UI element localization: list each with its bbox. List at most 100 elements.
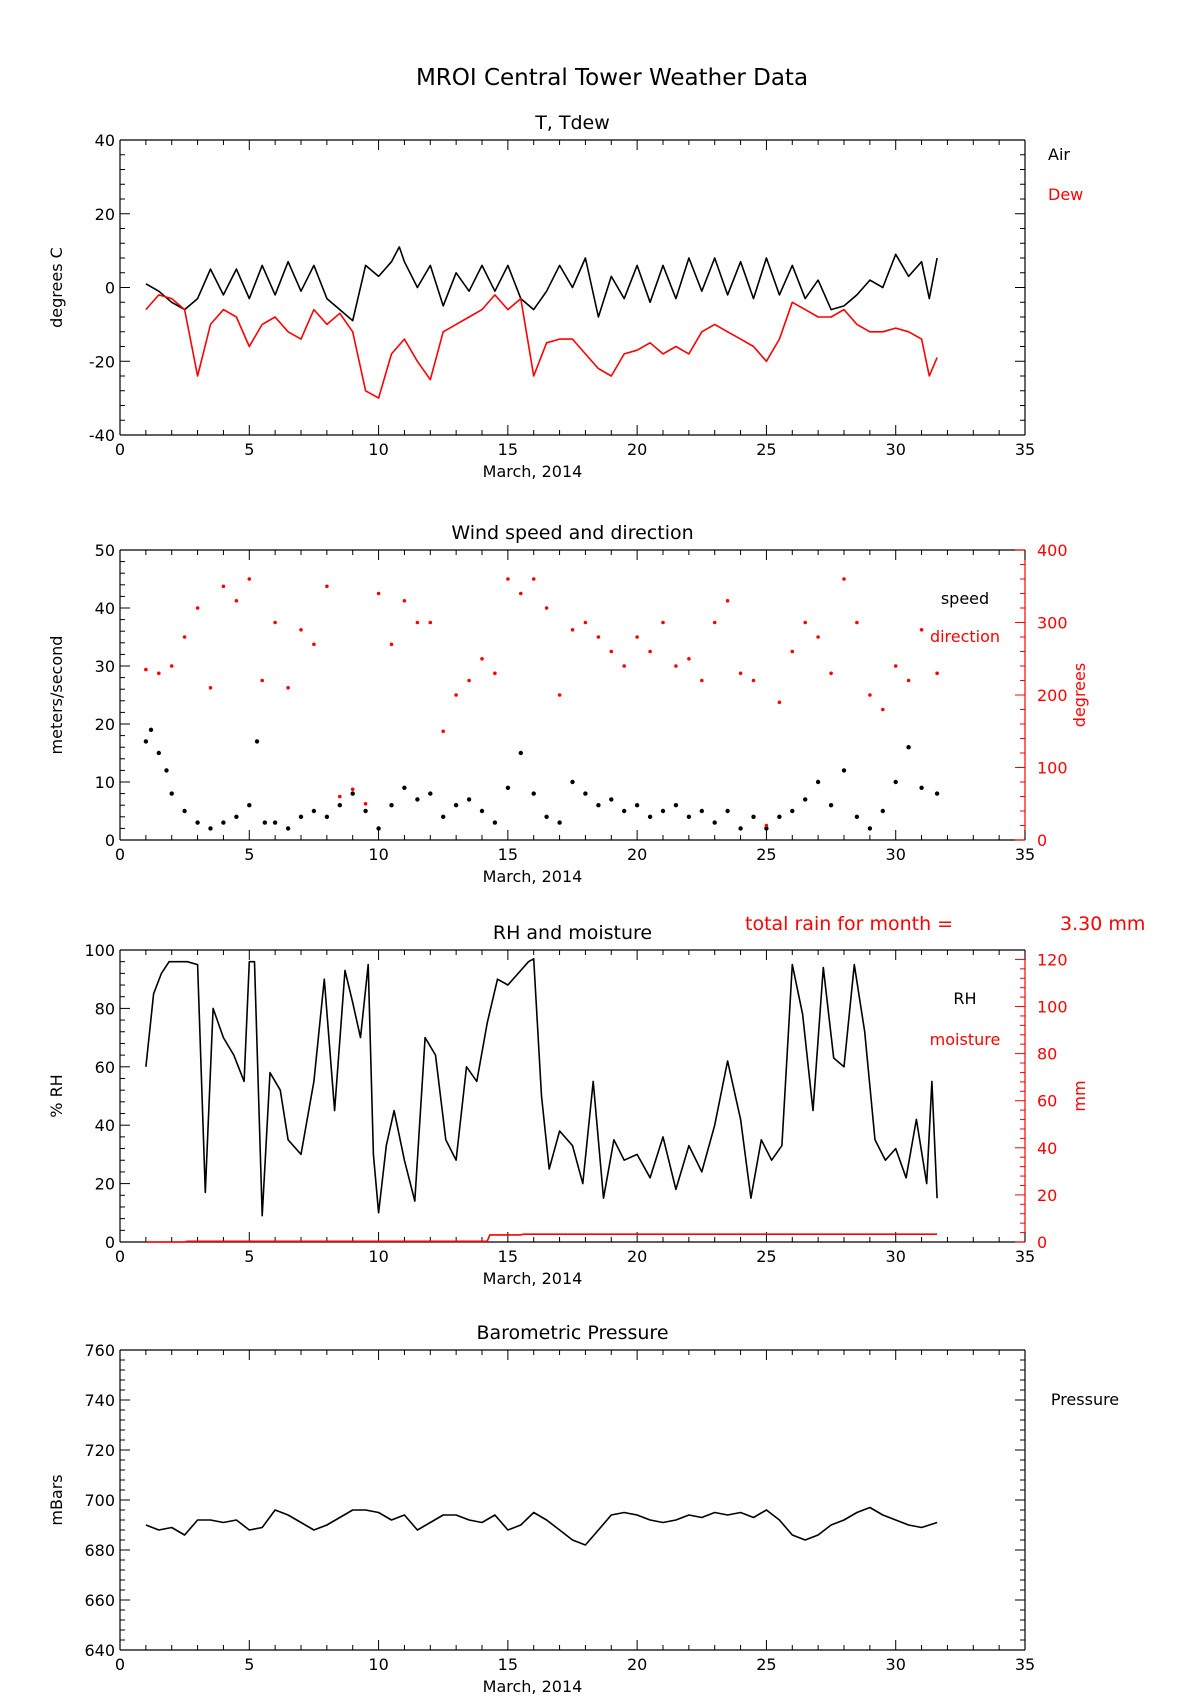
data-point [815, 779, 821, 785]
data-point [441, 814, 446, 819]
data-point [893, 664, 898, 668]
data-point [143, 739, 149, 744]
data-point [764, 823, 769, 828]
y-axis-label: meters/second [47, 636, 66, 755]
x-tick-label: 30 [886, 440, 906, 459]
y-right-tick-label: 0 [1037, 1233, 1047, 1252]
data-point [454, 693, 458, 697]
data-point [376, 591, 381, 596]
y-right-axis-label: mm [1070, 1080, 1089, 1111]
series-line-Pressure [145, 1506, 938, 1546]
data-point [622, 808, 627, 814]
x-tick-label: 5 [244, 440, 254, 459]
chart-title: RH and moisture [493, 922, 652, 944]
data-point [583, 620, 588, 625]
y-right-tick-label: 200 [1037, 686, 1068, 705]
data-point [350, 787, 355, 792]
data-point [531, 577, 536, 581]
y-tick-label: -40 [89, 426, 115, 445]
data-point [519, 591, 523, 596]
x-tick-label: 0 [115, 440, 125, 459]
data-point [738, 826, 743, 831]
data-point [803, 620, 807, 625]
y-tick-label: 720 [84, 1441, 115, 1460]
data-point [234, 599, 239, 603]
data-point [609, 649, 614, 654]
y-axis-label: mBars [47, 1474, 66, 1525]
data-point [660, 808, 666, 814]
data-point [934, 791, 940, 796]
chart-title: Barometric Pressure [476, 1322, 668, 1344]
y-tick-label: 20 [95, 715, 115, 734]
data-point [492, 820, 498, 825]
data-point [790, 649, 795, 654]
data-point [790, 808, 795, 814]
data-point [764, 826, 769, 831]
data-point [647, 814, 653, 819]
data-point [311, 808, 317, 814]
data-point [570, 628, 575, 632]
x-axis-label: March, 2014 [483, 1677, 583, 1696]
data-point [596, 635, 601, 639]
data-point [156, 750, 161, 756]
data-point [881, 707, 885, 712]
data-point [686, 814, 692, 819]
y-tick-label: 40 [95, 599, 115, 618]
x-tick-label: 35 [1015, 1655, 1035, 1674]
data-point [751, 678, 756, 683]
data-point [144, 667, 148, 672]
x-tick-label: 5 [244, 845, 254, 864]
data-point [169, 791, 174, 796]
y-right-tick-label: 0 [1037, 831, 1047, 850]
data-point [880, 808, 885, 814]
y-tick-label: 0 [105, 279, 115, 298]
data-point [480, 657, 484, 661]
data-point [479, 808, 485, 814]
data-point [363, 808, 368, 814]
data-point [751, 814, 756, 819]
data-point [415, 797, 420, 802]
legend-label-direction: direction [930, 627, 1000, 646]
y-right-tick-label: 20 [1037, 1186, 1057, 1205]
y-tick-label: -20 [89, 352, 115, 371]
data-point [260, 678, 265, 683]
data-point [286, 686, 290, 690]
data-point [609, 797, 614, 802]
data-point [324, 814, 330, 819]
data-point [337, 803, 342, 808]
data-point [777, 814, 782, 819]
x-tick-label: 15 [498, 440, 518, 459]
data-point [816, 635, 820, 639]
data-point [557, 820, 562, 825]
data-point [544, 814, 549, 819]
y-tick-label: 30 [95, 657, 115, 676]
data-point [803, 797, 808, 802]
data-point [906, 678, 911, 683]
data-point [700, 678, 704, 683]
y-tick-label: 40 [95, 1116, 115, 1135]
chart-panel-2: 0 5 10 15 20 25 30 35010203040500100200300400Wi… [47, 522, 1089, 886]
data-point [635, 635, 639, 639]
data-point [298, 814, 304, 819]
x-tick-label: 15 [498, 845, 518, 864]
chart-title: T, Tdew [534, 112, 610, 134]
rain-value: 3.30 mm [1060, 913, 1145, 935]
data-point [402, 785, 407, 790]
x-tick-label: 20 [627, 1247, 647, 1266]
x-tick-label: 20 [627, 1655, 647, 1674]
data-point [272, 820, 278, 825]
series-line-RH [145, 957, 938, 1217]
legend-label-moisture: moisture [930, 1030, 1001, 1049]
chart-panel-4: 0 5 10 15 20 25 30 35 640 660 680 700 720 740 760 Barom… [47, 1322, 1119, 1696]
y-right-tick-label: 80 [1037, 1045, 1057, 1064]
data-point [674, 664, 678, 668]
data-point [661, 620, 665, 625]
y-tick-label: 760 [84, 1341, 115, 1360]
y-right-axis-label: degrees [1070, 663, 1089, 727]
data-point [828, 803, 834, 808]
x-tick-label: 25 [756, 845, 776, 864]
data-point [570, 779, 575, 785]
data-point [725, 599, 730, 603]
data-point [325, 584, 329, 589]
data-point [557, 693, 562, 697]
